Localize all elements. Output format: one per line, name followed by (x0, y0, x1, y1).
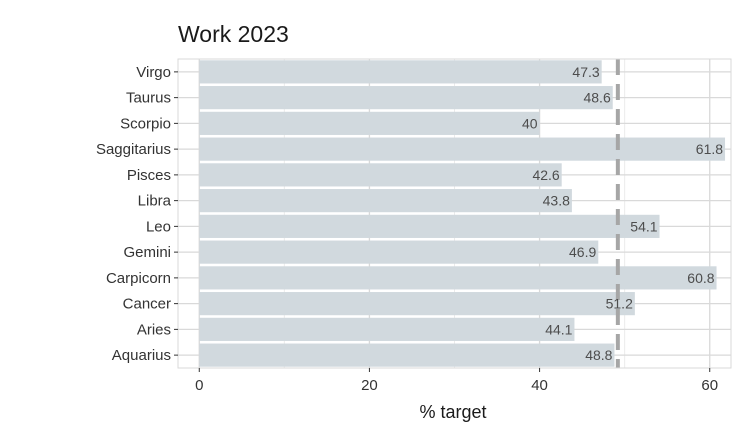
bar-pisces (199, 163, 562, 187)
bar-cancer (199, 292, 635, 316)
bar-leo (199, 214, 660, 238)
bars (199, 60, 726, 367)
x-tick-label: 20 (361, 377, 378, 394)
y-axis: Virgo Taurus Scorpio Saggitarius Pisces Libra… (96, 64, 178, 364)
y-tick-label: Libra (138, 193, 172, 210)
data-label: 48.8 (585, 347, 612, 363)
data-label: 48.6 (583, 90, 610, 106)
bar-gemini (199, 240, 599, 264)
x-tick-label: 0 (195, 377, 203, 394)
x-axis-label: % target (419, 402, 486, 422)
bar-scorpio (199, 111, 540, 135)
data-label: 46.9 (569, 244, 596, 260)
data-label: 40 (522, 115, 538, 131)
y-tick-label: Aquarius (112, 347, 171, 364)
data-label: 47.3 (572, 64, 599, 80)
data-labels: 47.3 48.6 40 61.8 42.6 43.8 54.1 46.9 60.8 51.2 44… (522, 64, 723, 363)
y-tick-label: Leo (146, 218, 171, 235)
y-tick-label: Scorpio (120, 115, 171, 132)
x-tick-label: 60 (701, 377, 718, 394)
bar-taurus (199, 86, 613, 110)
y-tick-label: Gemini (123, 244, 171, 261)
bar-aries (199, 317, 575, 341)
bar-virgo (199, 60, 602, 84)
data-label: 42.6 (532, 167, 559, 183)
bar-libra (199, 189, 572, 213)
y-tick-label: Aries (137, 321, 171, 338)
plot-panel-border (177, 58, 732, 369)
x-tick-label: 40 (531, 377, 548, 394)
data-label: 51.2 (606, 296, 633, 312)
y-tick-label: Taurus (126, 90, 171, 107)
bar-aquarius (199, 343, 615, 367)
y-tick-label: Cancer (123, 296, 171, 313)
y-tick-label: Carpicorn (106, 270, 171, 287)
data-label: 43.8 (543, 193, 570, 209)
y-tick-label: Virgo (136, 64, 171, 81)
y-tick-label: Saggitarius (96, 141, 171, 158)
bar-saggitarius (199, 137, 726, 161)
chart-title: Work 2023 (178, 21, 289, 47)
data-label: 44.1 (545, 321, 572, 337)
data-label: 54.1 (630, 218, 657, 234)
y-tick-label: Pisces (127, 167, 171, 184)
bar-carpicorn (199, 266, 717, 290)
x-axis: 0 20 40 60 (195, 368, 718, 394)
data-label: 60.8 (687, 270, 714, 286)
data-label: 61.8 (696, 141, 723, 157)
